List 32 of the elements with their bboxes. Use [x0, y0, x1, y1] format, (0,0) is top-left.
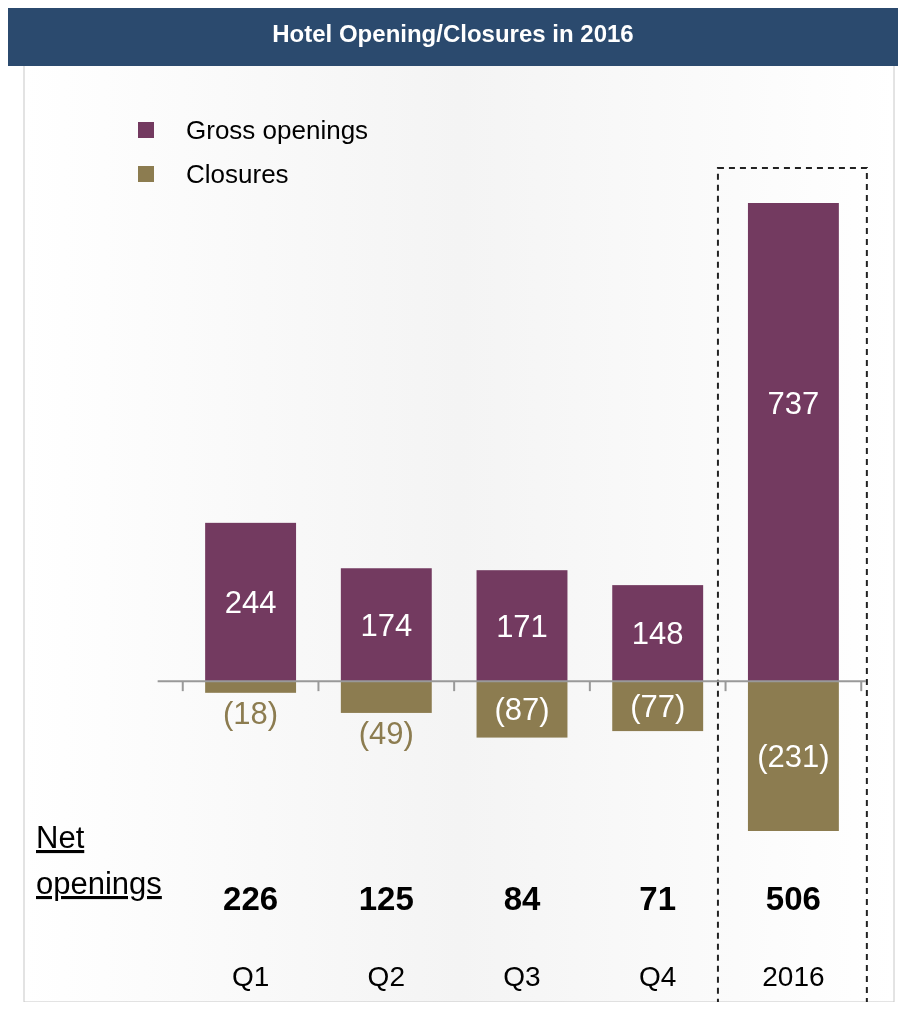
data-label: 171: [496, 608, 548, 644]
x-tick-label: Q2: [367, 961, 405, 992]
text: 71: [639, 879, 677, 917]
bar: [340, 681, 432, 713]
text: 506: [765, 879, 821, 917]
x-tick-label: Q1: [231, 961, 270, 992]
data-label: (49): [358, 715, 414, 751]
bar: [340, 568, 432, 682]
bar: [747, 681, 839, 831]
bar: [205, 522, 297, 682]
text: 226: [223, 879, 279, 917]
bar: [205, 681, 297, 693]
data-label: (87): [494, 692, 550, 728]
data-label: 737: [767, 385, 820, 421]
legend-label: Gross openings: [186, 115, 369, 146]
legend-label: Closures: [186, 159, 289, 190]
data-label: 174: [360, 607, 413, 643]
x-tick-label: Q4: [639, 961, 677, 992]
data-label: (77): [630, 688, 686, 724]
bar: [476, 570, 568, 682]
data-label: (18): [223, 695, 279, 731]
bar: [747, 203, 839, 682]
data-label: (231): [757, 738, 830, 774]
data-label: 148: [631, 615, 684, 651]
x-tick-label: 2016: [762, 961, 825, 992]
data-label: 244: [224, 584, 277, 620]
annotation: Net openings: [36, 820, 162, 901]
chart-title: Hotel Opening/Closures in 2016: [272, 20, 634, 47]
x-tick-label: Q3: [503, 961, 541, 992]
bar: [612, 585, 704, 682]
text: 125: [358, 879, 414, 917]
text: 84: [503, 879, 541, 917]
